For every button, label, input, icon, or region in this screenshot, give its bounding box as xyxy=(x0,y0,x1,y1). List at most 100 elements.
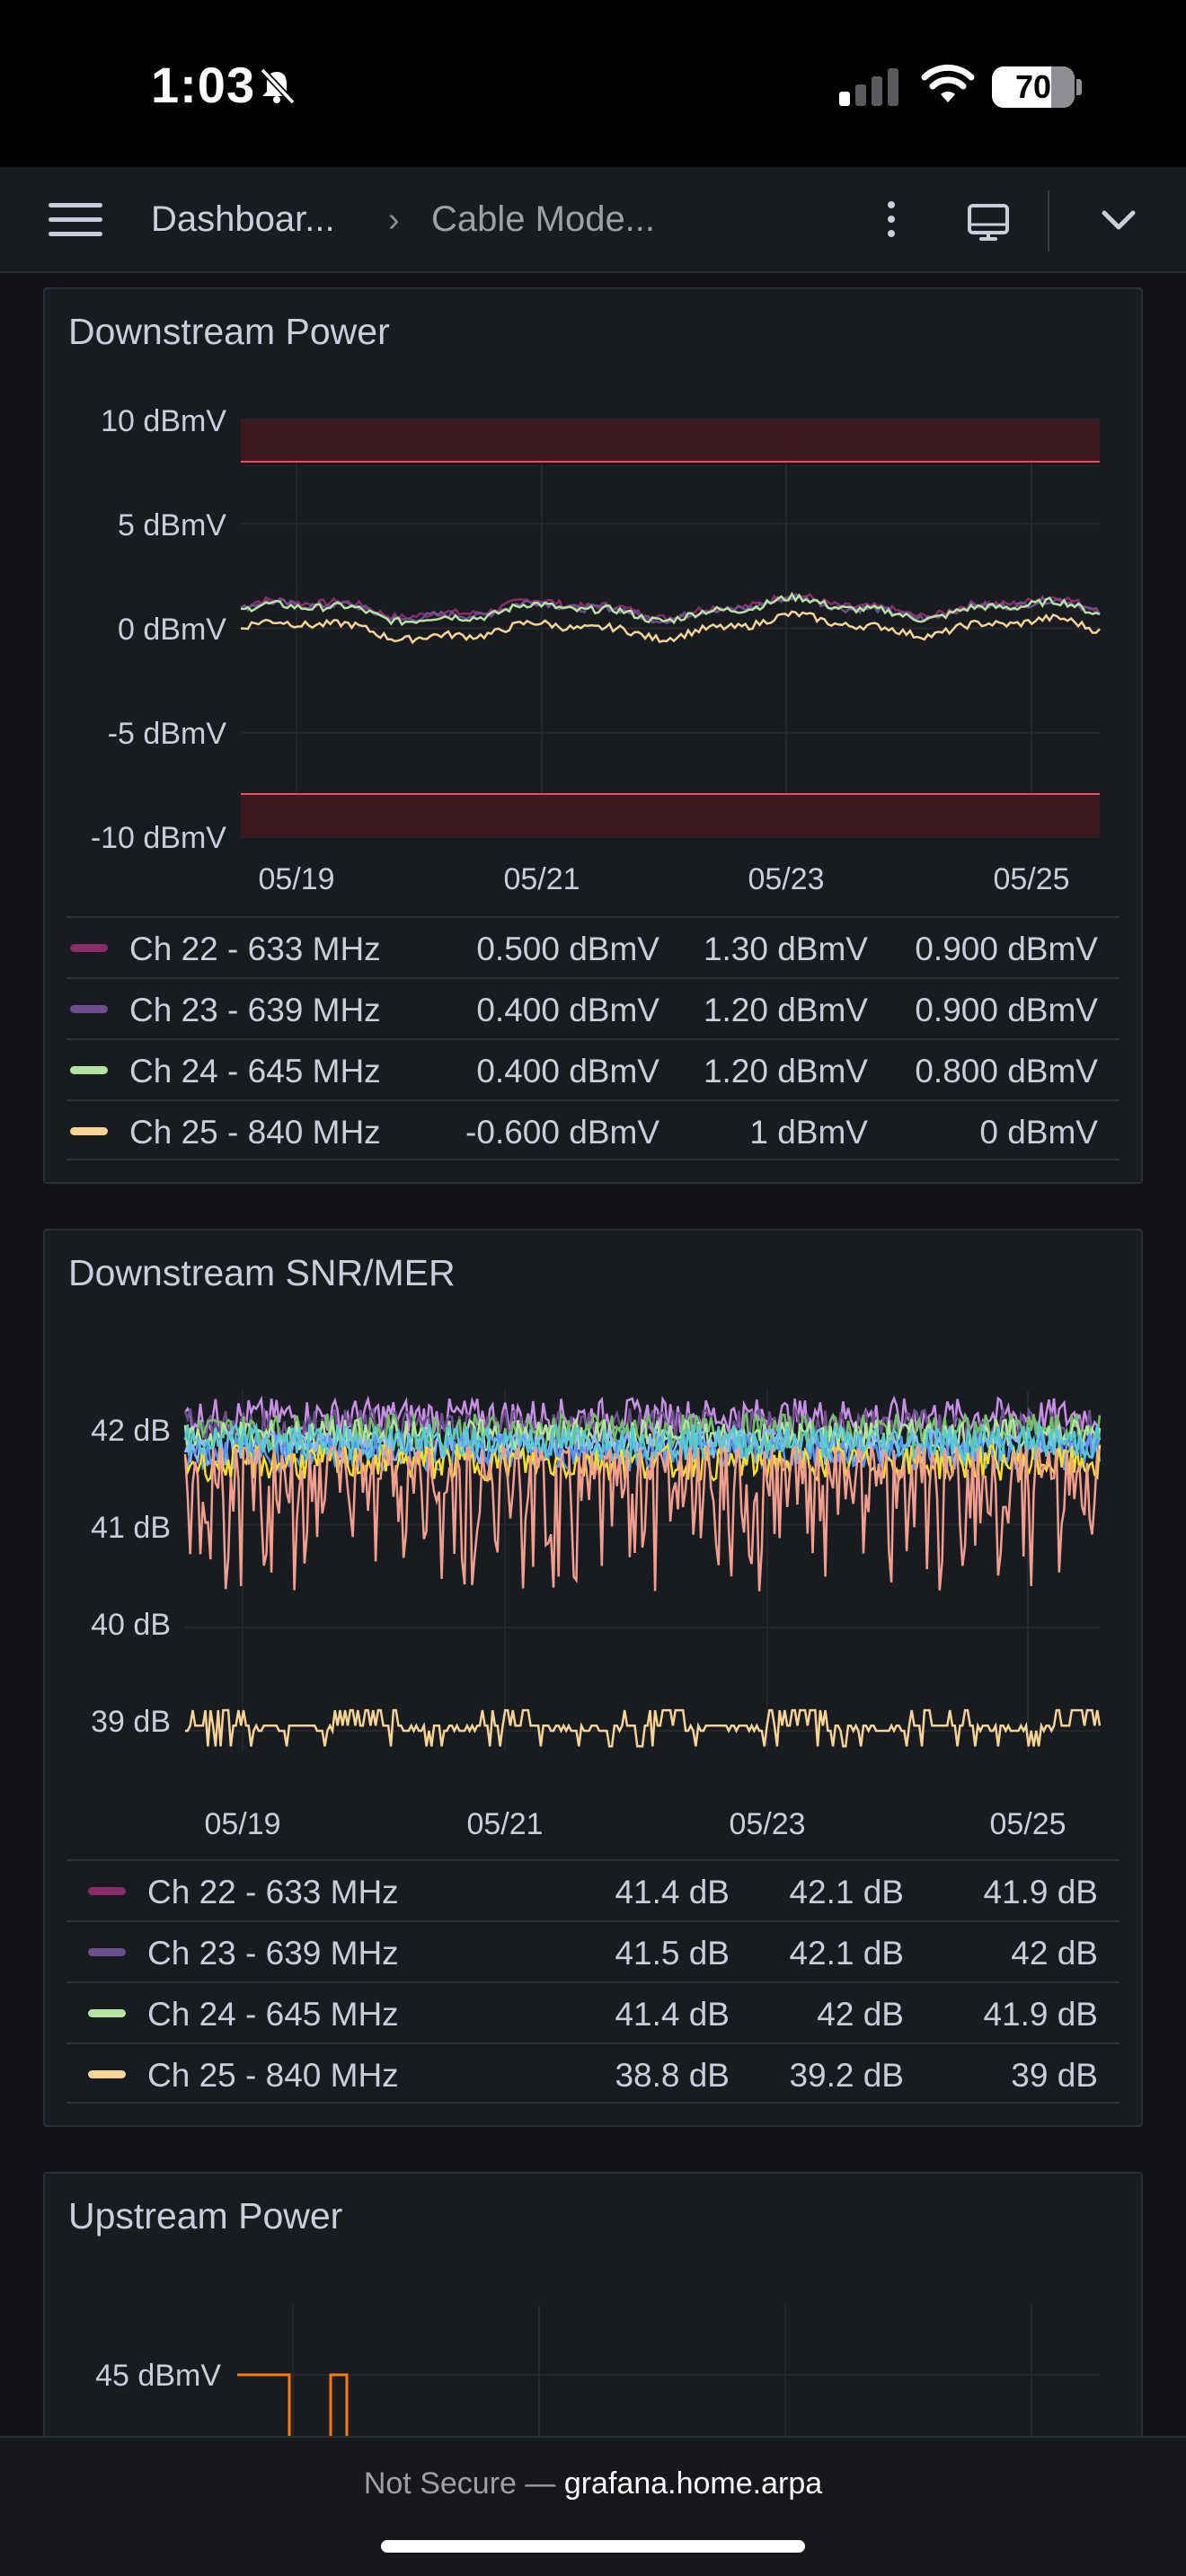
legend-mean: 0.900 dBmV xyxy=(915,931,1098,967)
x-tick-label: 05/19 xyxy=(258,862,334,896)
legend-row[interactable]: Ch 22 - 633 MHz 0.500 dBmV 1.30 dBmV 0.9… xyxy=(66,916,1120,977)
legend-series-name: Ch 22 - 633 MHz xyxy=(129,931,381,967)
status-bar: 1:03 70 xyxy=(0,0,1186,167)
legend-max: 1.20 dBmV xyxy=(703,992,868,1028)
legend-max: 1.20 dBmV xyxy=(703,1053,868,1090)
legend-mean: 0.800 dBmV xyxy=(915,1053,1098,1090)
legend-series-name: Ch 25 - 840 MHz xyxy=(129,1114,381,1151)
legend-min: 38.8 dB xyxy=(615,2057,730,2094)
panel-title[interactable]: Downstream SNR/MER xyxy=(68,1252,456,1293)
series-line xyxy=(240,610,1101,645)
monitor-icon[interactable] xyxy=(967,203,1010,243)
breadcrumb-separator: › xyxy=(388,201,400,239)
url-domain: grafana.home.arpa xyxy=(563,2466,823,2501)
legend-row[interactable]: Ch 22 - 633 MHz 41.4 dB 42.1 dB 41.9 dB xyxy=(66,1859,1120,1920)
y-tick-label: 45 dBmV xyxy=(95,2359,221,2393)
browser-address-bar[interactable]: Not Secure — grafana.home.arpa xyxy=(0,2436,1186,2576)
legend-swatch xyxy=(88,1887,126,1895)
legend-series-name: Ch 23 - 639 MHz xyxy=(147,1935,399,1972)
downstream-snr-chart: 42 dB 41 dB 40 dB 39 dB 05/19 05/21 05/2… xyxy=(91,1390,1102,1841)
status-time: 1:03 xyxy=(151,57,256,113)
y-tick-label: 41 dB xyxy=(91,1511,171,1545)
legend-swatch xyxy=(88,2009,126,2017)
x-tick-label: 05/21 xyxy=(466,1807,543,1841)
legend-series-name: Ch 22 - 633 MHz xyxy=(147,1874,399,1910)
x-tick-label: 05/23 xyxy=(729,1807,805,1841)
legend-series-name: Ch 25 - 840 MHz xyxy=(147,2057,399,2094)
panel-title[interactable]: Upstream Power xyxy=(68,2195,343,2236)
x-tick-label: 05/23 xyxy=(748,862,824,896)
legend-swatch xyxy=(70,944,108,952)
legend-swatch xyxy=(88,1948,126,1956)
not-secure-label: Not Secure — xyxy=(363,2466,556,2501)
chevron-down-icon[interactable] xyxy=(1098,205,1139,235)
bell-slash-icon xyxy=(260,67,296,105)
legend-row[interactable]: Ch 25 - 840 MHz 38.8 dB 39.2 dB 39 dB xyxy=(66,2042,1120,2104)
legend-mean: 0 dBmV xyxy=(979,1114,1098,1151)
y-tick-label: 10 dBmV xyxy=(101,404,226,438)
home-indicator[interactable] xyxy=(381,2540,805,2553)
legend-mean: 39 dB xyxy=(1011,2057,1098,2094)
legend-max: 42 dB xyxy=(817,1996,904,2033)
x-tick-label: 05/21 xyxy=(503,862,580,896)
y-tick-label: 42 dB xyxy=(91,1414,171,1448)
legend-swatch xyxy=(88,2070,126,2078)
legend-min: 41.4 dB xyxy=(615,1996,730,2033)
legend-min: -0.600 dBmV xyxy=(465,1114,659,1151)
legend-max: 42.1 dB xyxy=(789,1935,904,1972)
downstream-power-chart: 10 dBmV 5 dBmV 0 dBmV -5 dBmV -10 dBmV 0… xyxy=(91,404,1102,896)
legend-max: 39.2 dB xyxy=(789,2057,904,2094)
x-tick-label: 05/25 xyxy=(989,1807,1066,1841)
legend-row[interactable]: Ch 24 - 645 MHz 41.4 dB 42 dB 41.9 dB xyxy=(66,1981,1120,2042)
dashboard-nav-bar: Dashboar... › Cable Mode... xyxy=(0,167,1186,273)
legend-swatch xyxy=(70,1005,108,1013)
legend-series-name: Ch 24 - 645 MHz xyxy=(147,1996,399,2033)
series-line xyxy=(240,591,1101,627)
series-line xyxy=(183,1421,1102,1463)
y-tick-label: -5 dBmV xyxy=(108,717,227,751)
series-line xyxy=(183,1442,1102,1592)
legend-mean: 0.900 dBmV xyxy=(915,992,1098,1028)
y-tick-label: 0 dBmV xyxy=(118,613,226,647)
more-icon[interactable] xyxy=(884,201,898,241)
legend-min: 0.500 dBmV xyxy=(476,931,659,967)
downstream-power-panel: Downstream Power 10 dBmV 5 dBmV 0 dBmV -… xyxy=(43,287,1143,1184)
lower-threshold-band xyxy=(241,794,1100,837)
battery-level: 70 xyxy=(1014,68,1052,105)
legend-row[interactable]: Ch 24 - 645 MHz 0.400 dBmV 1.20 dBmV 0.8… xyxy=(66,1038,1120,1099)
breadcrumb-current-dashboard[interactable]: Cable Mode... xyxy=(431,199,656,239)
legend-max: 42.1 dB xyxy=(789,1874,904,1910)
legend-row[interactable]: Ch 23 - 639 MHz 0.400 dBmV 1.20 dBmV 0.9… xyxy=(66,977,1120,1038)
legend-swatch xyxy=(70,1127,108,1135)
y-tick-label: 39 dB xyxy=(91,1705,171,1739)
x-tick-label: 05/25 xyxy=(993,862,1069,896)
legend-max: 1.30 dBmV xyxy=(703,931,868,967)
battery-nub xyxy=(1076,79,1082,95)
menu-icon[interactable] xyxy=(49,203,102,237)
nav-divider xyxy=(1048,190,1049,251)
legend-swatch xyxy=(70,1066,108,1074)
series-line xyxy=(185,1708,1102,1748)
series-line xyxy=(240,593,1101,622)
legend-row[interactable]: Ch 23 - 639 MHz 41.5 dB 42.1 dB 42 dB xyxy=(66,1920,1120,1981)
legend-min: 41.5 dB xyxy=(615,1935,730,1972)
legend-row[interactable]: Ch 25 - 840 MHz -0.600 dBmV 1 dBmV 0 dBm… xyxy=(66,1099,1120,1160)
y-tick-label: 5 dBmV xyxy=(118,508,226,543)
legend-mean: 42 dB xyxy=(1011,1935,1098,1972)
downstream-snr-panel: Downstream SNR/MER 42 dB 41 dB 40 dB 39 … xyxy=(43,1229,1143,2127)
legend-mean: 41.9 dB xyxy=(983,1996,1098,2033)
y-tick-label: 40 dB xyxy=(91,1608,171,1642)
legend-series-name: Ch 24 - 645 MHz xyxy=(129,1053,381,1090)
legend-mean: 41.9 dB xyxy=(983,1874,1098,1910)
legend-min: 41.4 dB xyxy=(615,1874,730,1910)
x-tick-label: 05/19 xyxy=(204,1807,280,1841)
breadcrumb-dashboards[interactable]: Dashboar... xyxy=(151,199,335,239)
panel-title[interactable]: Downstream Power xyxy=(68,311,390,352)
signal-icon xyxy=(839,68,898,106)
series-line xyxy=(183,1442,1102,1483)
wifi-icon xyxy=(921,64,975,102)
url-display[interactable]: Not Secure — grafana.home.arpa xyxy=(0,2466,1186,2501)
series-line xyxy=(183,1416,1102,1459)
legend-min: 0.400 dBmV xyxy=(476,992,659,1028)
legend-max: 1 dBmV xyxy=(749,1114,868,1151)
